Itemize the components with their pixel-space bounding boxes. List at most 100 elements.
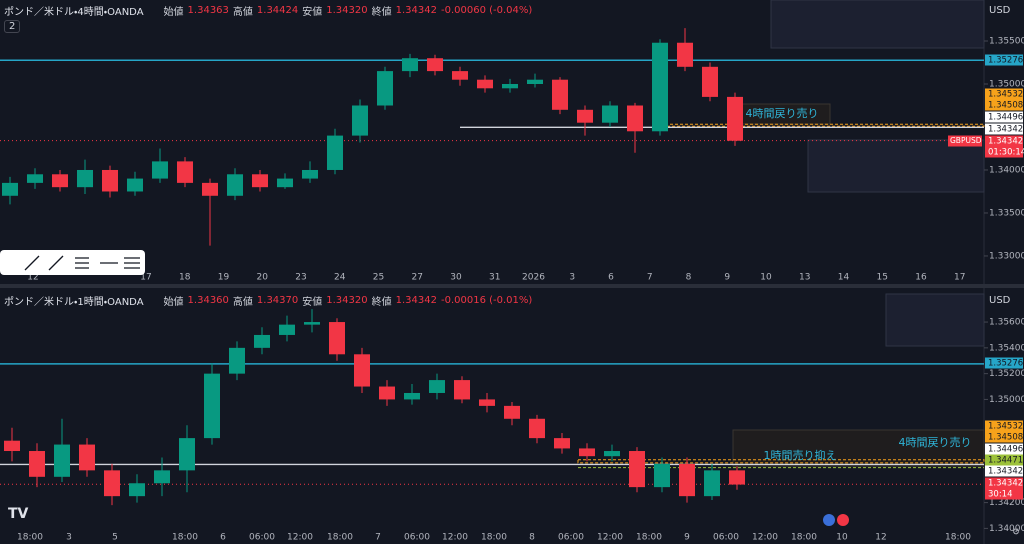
- label: 高値: [232, 7, 253, 18]
- panel-divider: [0, 284, 1024, 288]
- y-tick-label: 1.34000: [989, 524, 1024, 534]
- candle-body: [704, 470, 720, 497]
- panel-header: ポンド／米ドル・4時間・OANDA 始値 1.34363 高値 1.34424 安値…: [4, 3, 532, 18]
- price-tag-label: 1.34496: [988, 113, 1023, 123]
- candle-body: [254, 334, 270, 348]
- logo: TV: [8, 506, 29, 522]
- price-tag-label: 1.35276: [988, 359, 1023, 369]
- drawing-toolbar[interactable]: [0, 250, 145, 275]
- x-tick-label: 17: [954, 273, 965, 283]
- price-tag: [985, 431, 1023, 443]
- price-tag-label: 1.34508: [988, 433, 1023, 443]
- candle-body: [252, 174, 268, 188]
- candle-body: [452, 71, 468, 80]
- x-tick-label: 23: [295, 273, 306, 283]
- candle-body: [204, 373, 220, 439]
- price-tag: [985, 54, 1023, 66]
- candle-body: [652, 42, 668, 132]
- price-tag-label: 1.34496: [988, 445, 1023, 455]
- current-price-label: 1.34342: [988, 479, 1023, 489]
- candle-body: [729, 470, 745, 485]
- value: 1.34363: [187, 5, 229, 16]
- x-tick-label: 25: [373, 273, 384, 283]
- y-tick-label: 1.35200: [989, 369, 1024, 379]
- candle-body: [702, 66, 718, 97]
- y-tick-label: 1.35600: [989, 318, 1024, 328]
- candle-body: [77, 169, 93, 188]
- currency-label: USD: [989, 5, 1011, 16]
- price-tag-label: 1.34532: [988, 90, 1023, 100]
- indicator-toggle[interactable]: 2: [4, 20, 21, 33]
- candle-body: [177, 161, 193, 183]
- y-tick-label: 1.35400: [989, 343, 1024, 353]
- price-tag-label: 1.34342: [988, 467, 1023, 477]
- x-tick-label: 12: [27, 273, 38, 283]
- value: 1.34342: [395, 5, 437, 16]
- price-tag: [985, 123, 1023, 135]
- x-tick-label: 18:00: [481, 533, 507, 543]
- x-tick-label: 5: [112, 533, 118, 543]
- price-tag: [985, 420, 1023, 432]
- value: 1.34424: [256, 5, 299, 16]
- x-tick-label: 18:00: [17, 533, 43, 543]
- x-tick-label: 18:00: [636, 533, 662, 543]
- x-tick-label: 18:00: [791, 533, 817, 543]
- candle-body: [329, 322, 345, 355]
- price-tag: [985, 111, 1023, 123]
- price-tag-label: 1.34471: [988, 456, 1023, 466]
- value: 1.34342: [395, 295, 437, 306]
- price-tag: [985, 357, 1023, 369]
- price-tag-label: 1.34532: [988, 422, 1023, 432]
- event-icon[interactable]: [823, 514, 835, 526]
- candle-body: [179, 438, 195, 471]
- x-tick-label: 17: [140, 273, 151, 283]
- x-tick-label: 06:00: [249, 533, 275, 543]
- candle-body: [602, 105, 618, 123]
- candle-body: [102, 169, 118, 192]
- x-tick-label: 14: [838, 273, 850, 283]
- candle-body: [29, 451, 45, 477]
- x-tick-label: 6: [608, 273, 614, 283]
- candle-body: [227, 174, 243, 196]
- x-tick-label: 12:00: [752, 533, 778, 543]
- y-tick-label: 1.35500: [989, 37, 1024, 47]
- change: -0.00060 (-0.04%): [440, 5, 533, 16]
- y-tick-label: 1.34200: [989, 498, 1024, 508]
- x-tick-label: 13: [799, 273, 810, 283]
- x-tick-label: 3: [66, 533, 72, 543]
- x-tick-label: 7: [375, 533, 381, 543]
- candle-body: [54, 444, 70, 477]
- current-price-tag: [985, 477, 1023, 500]
- x-tick-label: 3: [569, 273, 575, 283]
- zone-box: [807, 139, 985, 193]
- label: 始値: [163, 297, 184, 308]
- candle-body: [679, 463, 695, 497]
- label: 始値: [163, 7, 184, 18]
- x-tick-label: 8: [686, 273, 692, 283]
- candle-body: [327, 135, 343, 170]
- symbol-tag: [948, 135, 982, 147]
- candle-body: [79, 444, 95, 471]
- price-tag-label: 1.34342: [988, 125, 1023, 135]
- x-tick-label: 12:00: [597, 533, 623, 543]
- candle-body: [4, 440, 20, 452]
- candle-body: [229, 347, 245, 374]
- x-tick-label: 06:00: [558, 533, 584, 543]
- y-tick-label: 1.34000: [989, 165, 1024, 175]
- x-tick-label: 27: [412, 273, 423, 283]
- x-tick-label: 10: [836, 533, 848, 543]
- candle-body: [477, 79, 493, 89]
- event-icon[interactable]: [837, 514, 849, 526]
- x-tick-label: 15: [877, 273, 888, 283]
- candle-body: [504, 405, 520, 419]
- label: 高値: [232, 297, 253, 308]
- candle-body: [404, 392, 420, 400]
- y-tick-label: 1.33000: [989, 251, 1024, 261]
- candle-body: [202, 182, 218, 196]
- zone-box: [885, 293, 985, 347]
- settings-icon[interactable]: ⚙: [1012, 528, 1020, 538]
- current-price-label: 1.34342: [988, 137, 1023, 147]
- price-tag: [985, 443, 1023, 455]
- candle-body: [654, 463, 670, 488]
